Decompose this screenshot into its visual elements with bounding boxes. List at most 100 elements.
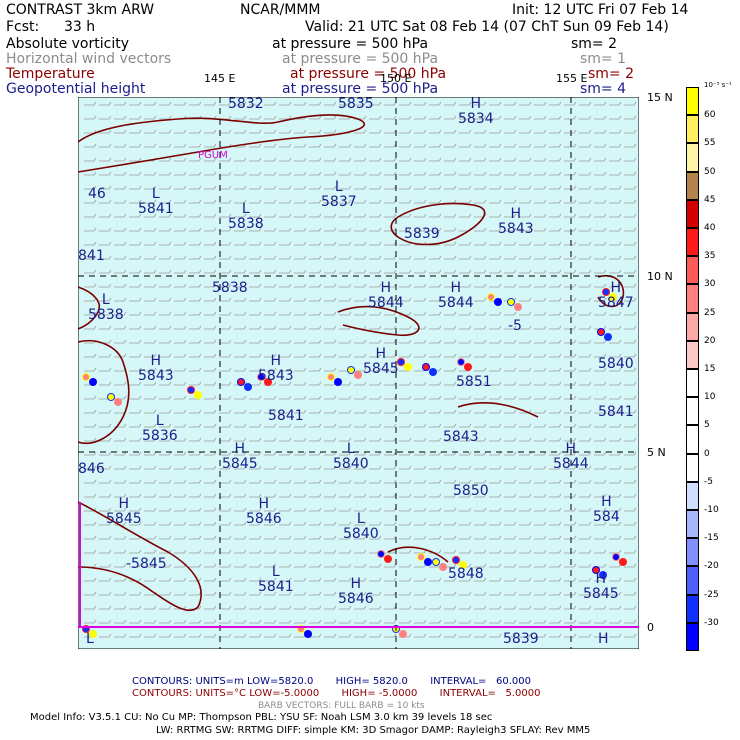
wind-barb	[234, 395, 247, 400]
wind-barb	[459, 339, 472, 344]
colorbar-tick-label: -20	[704, 561, 719, 572]
wind-barb	[354, 367, 367, 372]
wind-barb	[549, 101, 562, 106]
colorbar-tick-label: 15	[704, 364, 716, 374]
wind-barb	[489, 241, 502, 246]
wind-barb	[474, 339, 487, 344]
wind-barb	[549, 549, 562, 554]
fcst-value: 33 h	[64, 19, 96, 35]
wind-barb	[594, 143, 607, 148]
wind-barb	[504, 311, 517, 316]
wind-barb	[489, 311, 502, 316]
wind-barb	[504, 409, 517, 414]
wind-barb	[174, 213, 187, 218]
wind-barb	[144, 115, 157, 120]
wind-barb	[444, 297, 457, 302]
wind-barb	[189, 563, 202, 568]
wind-barb	[459, 185, 472, 190]
wind-barb	[294, 493, 307, 498]
wind-barb	[129, 227, 142, 232]
wind-barb	[219, 423, 232, 428]
wind-barb	[279, 479, 292, 484]
wind-barb	[579, 101, 592, 106]
wind-barb	[159, 353, 172, 358]
wind-barb	[459, 157, 472, 162]
wind-barb	[264, 437, 277, 442]
wind-barb	[474, 521, 487, 526]
wind-barb	[219, 409, 232, 414]
wind-barb	[534, 437, 547, 442]
wind-barb	[594, 353, 607, 358]
wind-barb	[534, 241, 547, 246]
wind-barb	[534, 591, 547, 596]
wind-barb	[504, 535, 517, 540]
wind-barb	[84, 591, 97, 596]
wind-barb	[429, 521, 442, 526]
wind-barb	[144, 339, 157, 344]
wind-barb	[189, 171, 202, 176]
wind-barb	[444, 115, 457, 120]
wind-barb	[519, 311, 532, 316]
wind-barb	[624, 437, 637, 442]
wind-barb	[204, 297, 217, 302]
vorticity-cell	[613, 554, 619, 560]
wind-barb	[234, 129, 247, 134]
wind-barb	[309, 577, 322, 582]
wind-barb	[414, 423, 427, 428]
height-label: 5841	[268, 409, 304, 424]
wind-barb	[489, 535, 502, 540]
height-label-type: L	[346, 441, 355, 457]
wind-barb	[609, 423, 622, 428]
wind-barb	[414, 451, 427, 456]
wind-barb	[264, 339, 277, 344]
wind-barb	[294, 395, 307, 400]
wind-barb	[324, 493, 337, 498]
wind-barb	[579, 213, 592, 218]
wind-barb	[219, 521, 232, 526]
wind-barb	[534, 283, 547, 288]
wind-barb	[309, 437, 322, 442]
wind-barb	[309, 619, 322, 624]
wind-barb	[204, 465, 217, 470]
wind-barb	[84, 157, 97, 162]
height-label: 5848	[448, 567, 484, 582]
wind-barb	[234, 549, 247, 554]
height-label: L 5836	[142, 414, 178, 444]
wind-barb	[219, 241, 232, 246]
wind-barb	[429, 423, 442, 428]
wind-barb	[159, 423, 172, 428]
vorticity-cell	[83, 374, 89, 380]
colorbar-swatch	[686, 453, 699, 482]
wind-barb	[444, 619, 457, 624]
wind-barb	[369, 227, 382, 232]
wind-barb	[609, 395, 622, 400]
wind-barb	[369, 633, 382, 638]
wind-barb	[519, 199, 532, 204]
wind-barb	[84, 283, 97, 288]
wind-barb	[564, 493, 577, 498]
wind-barb	[114, 255, 127, 260]
wind-barb	[144, 619, 157, 624]
wind-barb	[189, 633, 202, 638]
wind-barb	[279, 423, 292, 428]
graticule	[78, 97, 639, 649]
wind-barb	[309, 101, 322, 106]
wind-barb	[489, 255, 502, 260]
wind-barb	[339, 269, 352, 274]
vorticity-cell	[459, 561, 467, 569]
height-label-value: 5840	[343, 526, 379, 542]
wind-barb	[189, 605, 202, 610]
wind-barb	[444, 409, 457, 414]
wind-barb	[309, 129, 322, 134]
wind-barb	[234, 199, 247, 204]
wind-barb	[579, 129, 592, 134]
wind-barb	[84, 549, 97, 554]
wind-barb	[159, 157, 172, 162]
wind-barb	[174, 549, 187, 554]
wind-barb	[99, 353, 112, 358]
wind-barb	[309, 633, 322, 638]
wind-barb	[174, 367, 187, 372]
wind-barb	[369, 297, 382, 302]
wind-barb	[519, 171, 532, 176]
wind-barb	[594, 381, 607, 386]
